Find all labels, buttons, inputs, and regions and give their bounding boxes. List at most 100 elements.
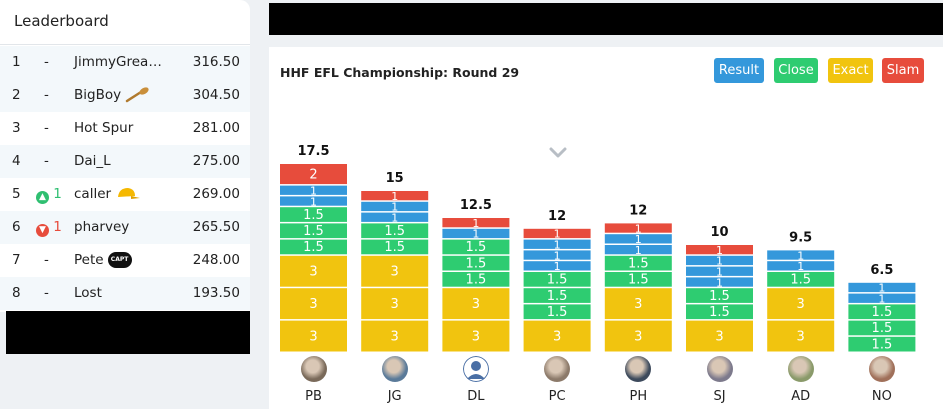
legend-result-button[interactable]: Result — [714, 58, 764, 83]
bar-segment-exact[interactable] — [361, 288, 429, 320]
bar-segment-result[interactable] — [604, 245, 672, 255]
rank-change-cell: ▼ 1 — [36, 219, 66, 237]
bar-segment-exact[interactable] — [604, 320, 672, 352]
segment-label: 1.5 — [466, 256, 487, 271]
bar-segment-close[interactable] — [442, 239, 510, 255]
user-icon — [462, 356, 489, 382]
player-score: 281.00 — [192, 120, 240, 136]
bar-segment-result[interactable] — [848, 293, 916, 303]
bar-segment-result[interactable] — [523, 250, 591, 260]
segment-label: 1 — [797, 260, 804, 273]
bar-segment-slam[interactable] — [442, 218, 510, 228]
player-avatar[interactable] — [625, 356, 652, 382]
bar-segment-close[interactable] — [523, 288, 591, 303]
bar-segment-exact[interactable] — [767, 320, 835, 352]
bar-segment-result[interactable] — [767, 261, 835, 271]
bar-segment-close[interactable] — [280, 223, 347, 239]
leaderboard-row[interactable]: 3 - Hot Spur 281.00 — [0, 112, 250, 145]
bar-segment-close[interactable] — [604, 255, 672, 271]
bar-segment-result[interactable] — [280, 196, 347, 206]
bar-segment-close[interactable] — [442, 272, 510, 287]
bar-segment-close[interactable] — [686, 304, 753, 320]
player-name-text: pharvey — [74, 219, 130, 235]
segment-label: 3 — [472, 297, 480, 312]
segment-label: 1.5 — [384, 240, 405, 255]
rank-change: - — [44, 153, 49, 169]
bar-segment-close[interactable] — [523, 272, 591, 287]
bar-segment-close[interactable] — [848, 304, 916, 320]
bar-segment-result[interactable] — [686, 255, 753, 266]
player-avatar[interactable] — [787, 356, 814, 382]
bar-segment-slam[interactable] — [686, 245, 753, 255]
bar-segment-result[interactable] — [280, 185, 347, 195]
bar-segment-exact[interactable] — [442, 320, 510, 352]
bar-segment-exact[interactable] — [686, 320, 753, 352]
bar-segment-close[interactable] — [604, 272, 672, 287]
leaderboard-row[interactable]: 7 - Pete CAPT 248.00 — [0, 244, 250, 277]
rank-change: 1 — [53, 219, 62, 235]
player-score: 269.00 — [192, 186, 240, 202]
bar-segment-result[interactable] — [442, 228, 510, 239]
bar-segment-close[interactable] — [523, 304, 591, 320]
bar-segment-result[interactable] — [361, 212, 429, 222]
legend-exact-button[interactable]: Exact — [828, 58, 873, 83]
segment-label: 1 — [554, 239, 561, 252]
player-avatar[interactable] — [868, 356, 895, 382]
bar-segment-result[interactable] — [686, 277, 753, 287]
bar-total-label: 12.5 — [460, 198, 492, 213]
spoon-icon — [125, 87, 149, 103]
bar-segment-exact[interactable] — [442, 288, 510, 320]
bar-segment-close[interactable] — [848, 320, 916, 336]
bar-segment-exact[interactable] — [604, 288, 672, 320]
player-avatar[interactable] — [300, 356, 327, 382]
bar-segment-slam[interactable] — [361, 191, 429, 201]
legend-close-button[interactable]: Close — [774, 58, 818, 83]
chevron-down-icon[interactable] — [549, 147, 567, 159]
player-avatar[interactable] — [706, 356, 733, 382]
bar-segment-result[interactable] — [686, 266, 753, 276]
bar-total-label: 9.5 — [789, 230, 812, 245]
bar-segment-result[interactable] — [523, 261, 591, 271]
bar-segment-close[interactable] — [442, 255, 510, 271]
rank-change: 1 — [53, 186, 62, 202]
bar-segment-exact[interactable] — [523, 320, 591, 352]
bar-segment-close[interactable] — [686, 288, 753, 303]
segment-label: 1 — [472, 228, 479, 241]
bar-segment-result[interactable] — [361, 201, 429, 212]
player-avatar[interactable] — [381, 356, 408, 382]
bar-total-label: 12 — [548, 209, 566, 224]
legend-slam-button[interactable]: Slam — [882, 58, 924, 83]
bar-segment-close[interactable] — [361, 223, 429, 239]
segment-label: 1 — [635, 233, 642, 246]
bar-segment-exact[interactable] — [280, 320, 347, 352]
leaderboard-row[interactable]: 6 ▼ 1 pharvey 265.50 — [0, 211, 250, 244]
player-avatar[interactable] — [462, 356, 489, 382]
bar-segment-close[interactable] — [767, 272, 835, 287]
bar-segment-result[interactable] — [604, 234, 672, 244]
bar-segment-close[interactable] — [848, 336, 916, 352]
bar-segment-exact[interactable] — [280, 255, 347, 287]
leaderboard-row[interactable]: 4 - Dai_L 275.00 — [0, 145, 250, 178]
cap-icon — [118, 188, 141, 199]
player-avatar[interactable] — [544, 356, 571, 382]
bar-segment-result[interactable] — [767, 250, 835, 260]
leaderboard-row[interactable]: 2 - BigBoy 304.50 — [0, 79, 250, 112]
bar-segment-result[interactable] — [848, 282, 916, 293]
leaderboard-row[interactable]: 5 ▲ 1 caller 269.00 — [0, 178, 250, 211]
bar-segment-exact[interactable] — [361, 320, 429, 352]
bar-segment-close[interactable] — [280, 239, 347, 255]
bar-segment-close[interactable] — [361, 239, 429, 255]
segment-label: 1.5 — [628, 256, 649, 271]
segment-label: 1.5 — [872, 305, 893, 320]
bar-segment-exact[interactable] — [767, 288, 835, 320]
bar-segment-slam[interactable] — [280, 164, 347, 185]
leaderboard-row[interactable]: 1 - JimmyGrea… 316.50 — [0, 46, 250, 79]
leaderboard-row[interactable]: 8 - Lost 193.50 — [0, 277, 250, 310]
bar-segment-close[interactable] — [280, 207, 347, 222]
bar-segment-result[interactable] — [523, 239, 591, 249]
bar-segment-exact[interactable] — [361, 255, 429, 287]
rank-change-cell: - — [36, 54, 66, 70]
bar-segment-slam[interactable] — [523, 228, 591, 239]
bar-segment-slam[interactable] — [604, 223, 672, 233]
bar-segment-exact[interactable] — [280, 288, 347, 320]
